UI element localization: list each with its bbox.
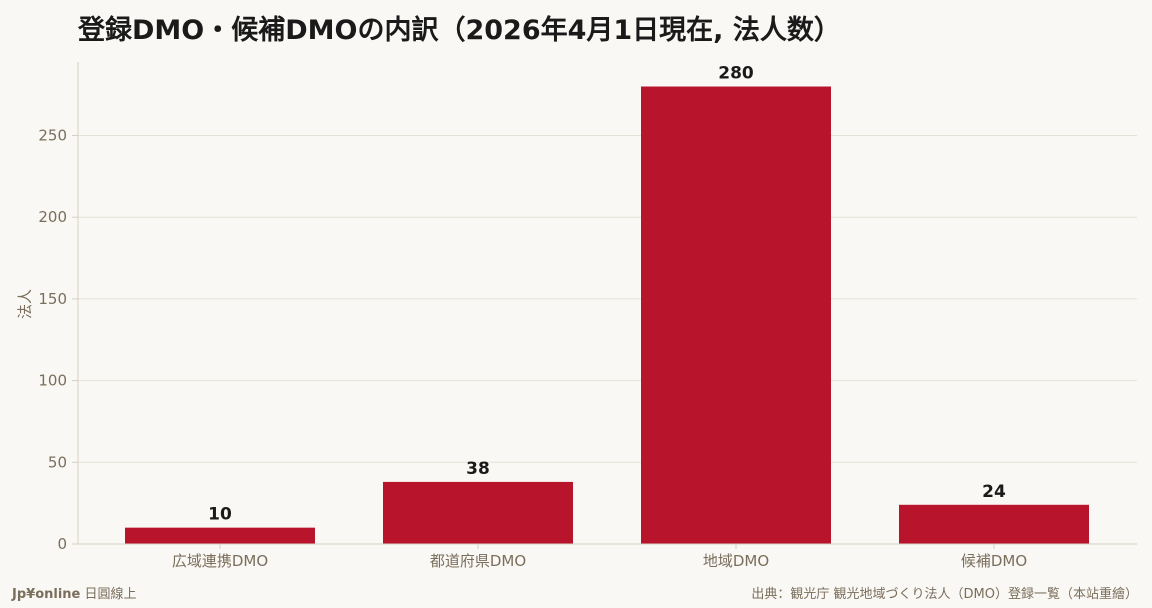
y-tick-label: 200 <box>38 208 67 226</box>
bar <box>383 481 573 544</box>
data-labels: 10 38 280 24 <box>208 64 1006 525</box>
y-tick-label: 150 <box>38 290 67 308</box>
y-axis-label: 法人 <box>16 289 34 319</box>
source-note: 出典：観光庁 観光地域づくり法人（DMO）登録一覧（本站重繪） <box>751 587 1138 602</box>
x-tick-label: 都道府県DMO <box>430 552 526 570</box>
bars <box>125 86 1089 544</box>
y-tick-label: 250 <box>38 127 67 145</box>
bar <box>125 527 315 544</box>
x-tick-label: 地域DMO <box>703 552 769 570</box>
x-ticks: 広域連携DMO 都道府県DMO 地域DMO 候補DMO <box>172 544 1027 570</box>
data-label: 10 <box>208 505 232 525</box>
y-tick-label: 100 <box>38 372 67 390</box>
brand-name: Jp¥online <box>12 587 81 602</box>
brand-tagline: 日圓線上 <box>84 587 137 602</box>
data-label: 24 <box>982 482 1006 502</box>
y-ticks: 0 50 100 150 200 250 <box>38 127 78 553</box>
x-tick-label: 広域連携DMO <box>172 552 268 570</box>
grid-lines <box>78 135 1137 463</box>
y-tick-label: 0 <box>57 535 67 553</box>
chart-title: 登録DMO・候補DMOの内訳（2026年4月1日現在, 法人数） <box>78 15 841 46</box>
bar <box>641 86 831 544</box>
footer-brand: Jp¥online 日圓線上 <box>12 583 137 602</box>
data-label: 38 <box>466 459 490 479</box>
y-tick-label: 50 <box>48 453 67 471</box>
x-tick-label: 候補DMO <box>961 552 1027 570</box>
bar <box>899 504 1089 544</box>
data-label: 280 <box>718 64 754 84</box>
